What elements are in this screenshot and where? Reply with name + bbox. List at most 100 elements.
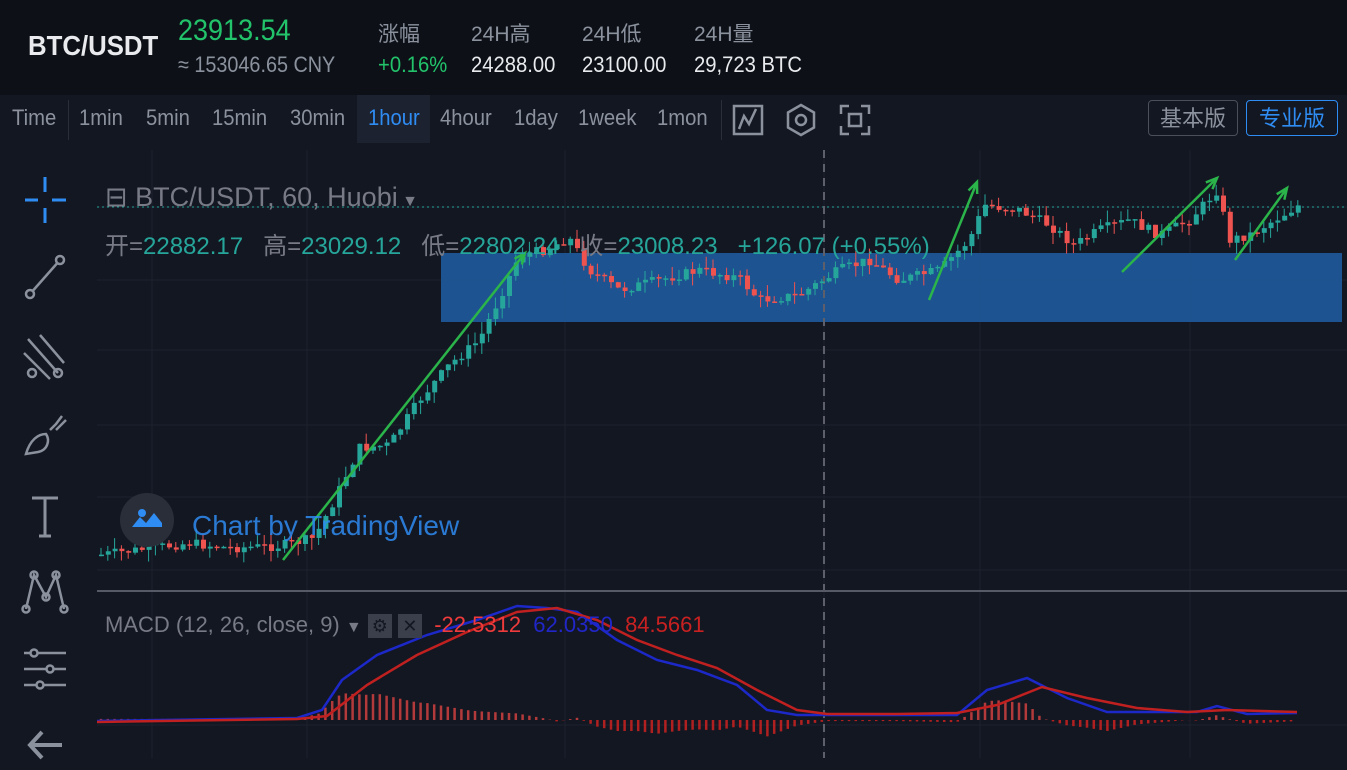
measure-icon[interactable] xyxy=(20,645,70,695)
candle-body xyxy=(779,301,784,303)
candle-body xyxy=(921,271,927,275)
tab-1day[interactable]: 1day xyxy=(514,105,558,130)
active-timeframe-highlight xyxy=(357,95,430,143)
candle-body xyxy=(962,246,968,251)
brush-icon[interactable] xyxy=(20,412,70,462)
chart-legend-title[interactable]: ⊟ BTC/USDT, 60, Huobi ▼ xyxy=(105,182,418,213)
candle-body xyxy=(309,535,315,538)
candle-body xyxy=(418,400,424,403)
candle-body xyxy=(772,301,778,303)
chevron-down-icon[interactable]: ▼ xyxy=(345,619,362,636)
tab-1week[interactable]: 1week xyxy=(578,105,637,130)
candle-body xyxy=(411,402,417,415)
chart-toolbar: Time 1min 5min 15min 30min 1hour 4hour 1… xyxy=(0,95,1347,147)
candle-body xyxy=(425,392,431,401)
pattern-icon[interactable] xyxy=(20,567,70,617)
candle-body xyxy=(595,274,601,276)
settings-hexagon-icon[interactable] xyxy=(784,103,818,137)
candle-body xyxy=(1098,225,1104,230)
candle-body xyxy=(527,252,533,257)
stat-low-label: 24H低 xyxy=(582,23,642,46)
text-icon[interactable] xyxy=(20,492,70,542)
tab-4hour[interactable]: 4hour xyxy=(440,105,492,130)
candle-body xyxy=(201,539,206,549)
candle-body xyxy=(1261,228,1267,233)
candle-body xyxy=(445,364,451,371)
candle-body xyxy=(996,206,1002,210)
divider xyxy=(721,100,722,140)
pitchfork-icon[interactable] xyxy=(20,333,70,383)
candle-body xyxy=(459,358,465,361)
candle-body xyxy=(1200,201,1206,215)
trend-arrow xyxy=(1233,187,1289,261)
candle-body xyxy=(915,271,920,275)
indicator-icon[interactable] xyxy=(731,103,765,137)
candle-body xyxy=(296,540,302,544)
candle-body xyxy=(1153,224,1158,238)
candle-body xyxy=(989,204,995,207)
candle-body xyxy=(806,288,812,295)
trend-arrow xyxy=(1121,177,1218,273)
candle-body xyxy=(1159,230,1165,238)
candle-body xyxy=(439,370,444,381)
collapse-icon[interactable]: ⊟ xyxy=(105,182,136,212)
tab-5min[interactable]: 5min xyxy=(146,105,190,130)
candle-body xyxy=(1207,200,1213,203)
tradingview-watermark[interactable]: Chart by TradingView xyxy=(192,510,460,541)
price-chart-canvas[interactable] xyxy=(97,150,1347,758)
candle-body xyxy=(758,295,764,297)
candle-body xyxy=(357,443,363,465)
tab-15min[interactable]: 15min xyxy=(212,105,268,130)
candle-body xyxy=(167,543,172,548)
close-icon[interactable]: ✕ xyxy=(397,614,422,638)
candle-body xyxy=(513,262,519,276)
candle-body xyxy=(813,283,818,289)
candle-body xyxy=(1091,229,1097,239)
candle-body xyxy=(1037,215,1043,217)
pro-mode-button[interactable]: 专业版 xyxy=(1246,100,1338,136)
candle-body xyxy=(874,265,880,267)
candle-body xyxy=(1227,211,1233,243)
candle-body xyxy=(751,289,757,296)
tab-1min[interactable]: 1min xyxy=(79,105,123,130)
candle-body xyxy=(629,290,635,293)
crosshair-icon[interactable] xyxy=(20,175,70,225)
candle-body xyxy=(248,546,254,549)
fullscreen-icon[interactable] xyxy=(838,103,872,137)
trendline-icon[interactable] xyxy=(20,252,70,302)
candle-body xyxy=(717,275,723,277)
candle-body xyxy=(649,277,655,280)
candle-body xyxy=(615,282,621,288)
candle-body xyxy=(391,434,397,443)
tab-30min[interactable]: 30min xyxy=(290,105,346,130)
tradingview-logo-icon[interactable] xyxy=(120,493,174,547)
candle-body xyxy=(867,258,873,266)
candle-body xyxy=(1010,210,1016,212)
candle-body xyxy=(935,266,941,269)
candle-body xyxy=(568,238,574,246)
candle-body xyxy=(275,548,281,552)
candle-body xyxy=(194,539,200,546)
low-value: 22802.24 xyxy=(459,233,560,260)
chevron-down-icon[interactable]: ▼ xyxy=(397,193,418,210)
candle-body xyxy=(507,275,512,297)
stat-low-value: 23100.00 xyxy=(582,52,667,77)
tab-1mon[interactable]: 1mon xyxy=(657,105,708,130)
candle-body xyxy=(819,281,825,284)
candle-body xyxy=(262,544,268,546)
candle-body xyxy=(731,275,737,281)
candle-body xyxy=(1268,222,1274,229)
candle-body xyxy=(1289,212,1294,216)
candle-body xyxy=(473,343,478,346)
candle-body xyxy=(1173,222,1179,227)
tab-time[interactable]: Time xyxy=(12,105,57,130)
gear-icon[interactable]: ⚙ xyxy=(367,614,392,638)
basic-mode-button[interactable]: 基本版 xyxy=(1148,100,1238,136)
back-arrow-icon[interactable] xyxy=(20,720,70,770)
tab-1hour[interactable]: 1hour xyxy=(368,105,420,130)
macd-label[interactable]: MACD (12, 26, close, 9) xyxy=(105,612,340,637)
candle-body xyxy=(1255,232,1260,234)
macd-value: 62.0350 xyxy=(533,612,613,637)
candle-body xyxy=(690,269,696,274)
candle-body xyxy=(928,267,934,275)
